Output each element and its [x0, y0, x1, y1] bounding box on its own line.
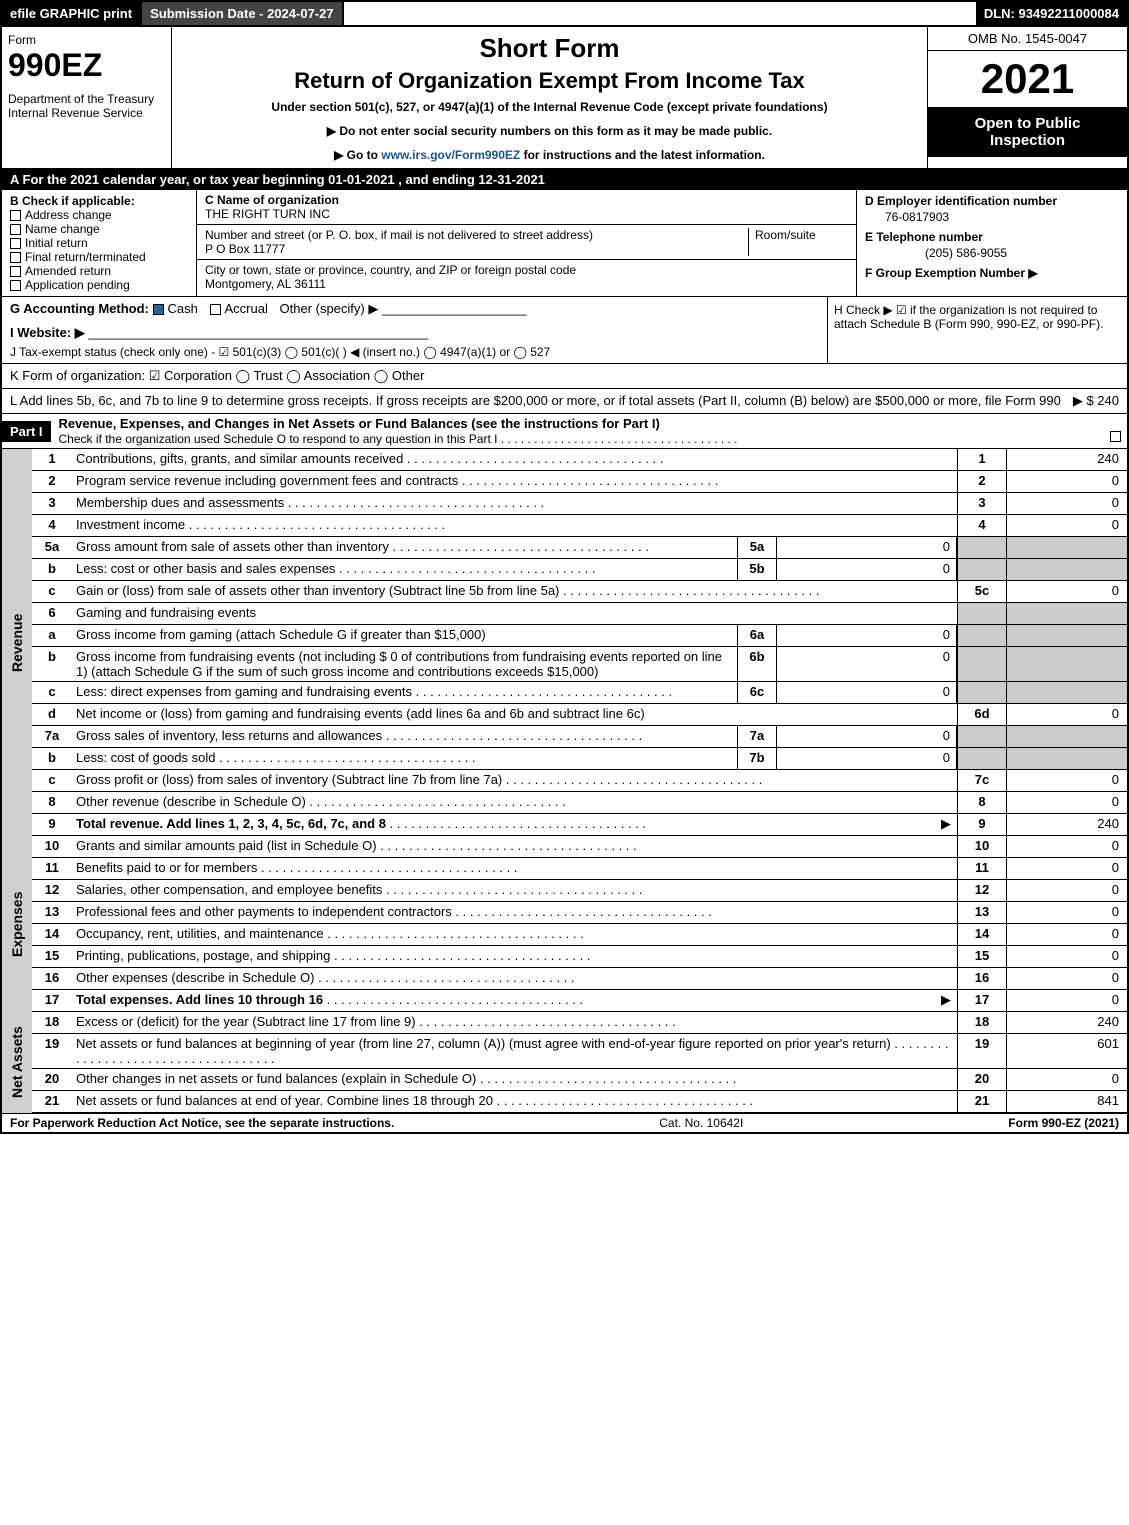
grp-lbl: F Group Exemption Number ▶ [865, 266, 1119, 280]
j-status: J Tax-exempt status (check only one) - ☑… [10, 345, 819, 359]
line-7b: Less: cost of goods sold [72, 748, 737, 769]
info-block: B Check if applicable: Address change Na… [0, 190, 1129, 297]
h-check: H Check ▶ ☑ if the organization is not r… [827, 297, 1127, 363]
l-value: ▶ $ 240 [1065, 393, 1119, 409]
line-18: Excess or (deficit) for the year (Subtra… [72, 1012, 957, 1033]
line-12: Salaries, other compensation, and employ… [72, 880, 957, 901]
chk-scho[interactable] [1110, 431, 1121, 442]
title-return: Return of Organization Exempt From Incom… [182, 68, 917, 94]
part1-header: Part I Revenue, Expenses, and Changes in… [0, 414, 1129, 449]
irs-link[interactable]: www.irs.gov/Form990EZ [381, 148, 520, 162]
addr-lbl: Number and street (or P. O. box, if mail… [205, 228, 593, 242]
expenses-side: Expenses [2, 836, 32, 1012]
g-lbl: G Accounting Method: [10, 301, 149, 316]
city-lbl: City or town, state or province, country… [205, 263, 576, 277]
tel-val: (205) 586-9055 [865, 244, 1119, 266]
section-c: C Name of organizationTHE RIGHT TURN INC… [197, 190, 857, 296]
row-gh: G Accounting Method: Cash Accrual Other … [0, 297, 1129, 364]
line-5b: Less: cost or other basis and sales expe… [72, 559, 737, 580]
line-7c: Gross profit or (loss) from sales of inv… [72, 770, 957, 791]
line-6: Gaming and fundraising events [72, 603, 957, 624]
room-lbl: Room/suite [748, 228, 848, 256]
i-website: I Website: ▶ [10, 325, 85, 340]
chk-address[interactable] [10, 210, 21, 221]
form-word: Form [8, 33, 165, 47]
section-a: A For the 2021 calendar year, or tax yea… [0, 170, 1129, 190]
inspection-label: Open to Public Inspection [928, 107, 1127, 157]
line-17: Total expenses. Add lines 10 through 16 [72, 990, 935, 1011]
line-21: Net assets or fund balances at end of ye… [72, 1091, 957, 1112]
form-number: 990EZ [8, 47, 165, 84]
line-16: Other expenses (describe in Schedule O) [72, 968, 957, 989]
line-4: Investment income [72, 515, 957, 536]
netassets-side: Net Assets [2, 1012, 32, 1113]
footer-left: For Paperwork Reduction Act Notice, see … [10, 1116, 394, 1130]
org-name: THE RIGHT TURN INC [205, 207, 330, 221]
ein-val: 76-0817903 [865, 208, 1119, 230]
line-20: Other changes in net assets or fund bala… [72, 1069, 957, 1090]
line-5a: Gross amount from sale of assets other t… [72, 537, 737, 558]
line-11: Benefits paid to or for members [72, 858, 957, 879]
k-row: K Form of organization: ☑ Corporation ◯ … [0, 364, 1129, 389]
line-15: Printing, publications, postage, and shi… [72, 946, 957, 967]
line-2: Program service revenue including govern… [72, 471, 957, 492]
line-19: Net assets or fund balances at beginning… [72, 1034, 957, 1068]
tel-lbl: E Telephone number [865, 230, 1119, 244]
chk-name[interactable] [10, 224, 21, 235]
line-3: Membership dues and assessments [72, 493, 957, 514]
b-title: B Check if applicable: [10, 194, 188, 208]
line-1: Contributions, gifts, grants, and simila… [72, 449, 957, 470]
org-addr: P O Box 11777 [205, 242, 285, 256]
chk-amended[interactable] [10, 266, 21, 277]
l-row: L Add lines 5b, 6c, and 7b to line 9 to … [0, 389, 1129, 414]
table-main: Revenue 1Contributions, gifts, grants, a… [0, 449, 1129, 1113]
tax-year: 2021 [928, 51, 1127, 107]
section-d: D Employer identification number 76-0817… [857, 190, 1127, 296]
ein-lbl: D Employer identification number [865, 194, 1119, 208]
chk-cash[interactable] [153, 304, 164, 315]
footer-cat: Cat. No. 10642I [394, 1116, 1008, 1130]
line-7a: Gross sales of inventory, less returns a… [72, 726, 737, 747]
revenue-side: Revenue [2, 449, 32, 836]
omb-number: OMB No. 1545-0047 [928, 27, 1127, 51]
dln-label: DLN: 93492211000084 [976, 2, 1127, 25]
part1-badge: Part I [2, 421, 51, 442]
chk-initial[interactable] [10, 238, 21, 249]
line-13: Professional fees and other payments to … [72, 902, 957, 923]
line-14: Occupancy, rent, utilities, and maintena… [72, 924, 957, 945]
line-6d: Net income or (loss) from gaming and fun… [72, 704, 957, 725]
chk-pending[interactable] [10, 280, 21, 291]
line-6c: Less: direct expenses from gaming and fu… [72, 682, 737, 703]
subtitle: Under section 501(c), 527, or 4947(a)(1)… [182, 100, 917, 114]
title-short-form: Short Form [182, 33, 917, 64]
section-b: B Check if applicable: Address change Na… [2, 190, 197, 296]
part1-title: Revenue, Expenses, and Changes in Net As… [59, 416, 660, 431]
form-header: Form 990EZ Department of the Treasury In… [0, 27, 1129, 170]
note-link: ▶ Go to www.irs.gov/Form990EZ for instru… [182, 148, 917, 162]
footer-right: Form 990-EZ (2021) [1008, 1116, 1119, 1130]
line-5c: Gain or (loss) from sale of assets other… [72, 581, 957, 602]
efile-label[interactable]: efile GRAPHIC print [2, 2, 142, 25]
org-city: Montgomery, AL 36111 [205, 277, 326, 291]
c-name-lbl: C Name of organization [205, 193, 339, 207]
line-8: Other revenue (describe in Schedule O) [72, 792, 957, 813]
part1-chk: Check if the organization used Schedule … [59, 432, 738, 446]
chk-final[interactable] [10, 252, 21, 263]
submission-date: Submission Date - 2024-07-27 [142, 2, 344, 25]
dept-label: Department of the Treasury Internal Reve… [8, 92, 165, 120]
line-6a: Gross income from gaming (attach Schedul… [72, 625, 737, 646]
line-10: Grants and similar amounts paid (list in… [72, 836, 957, 857]
line-6b: Gross income from fundraising events (no… [72, 647, 737, 681]
chk-accrual[interactable] [210, 304, 221, 315]
note-ssn: ▶ Do not enter social security numbers o… [182, 124, 917, 138]
footer: For Paperwork Reduction Act Notice, see … [0, 1113, 1129, 1134]
top-bar: efile GRAPHIC print Submission Date - 20… [0, 0, 1129, 27]
line-9: Total revenue. Add lines 1, 2, 3, 4, 5c,… [72, 814, 935, 835]
